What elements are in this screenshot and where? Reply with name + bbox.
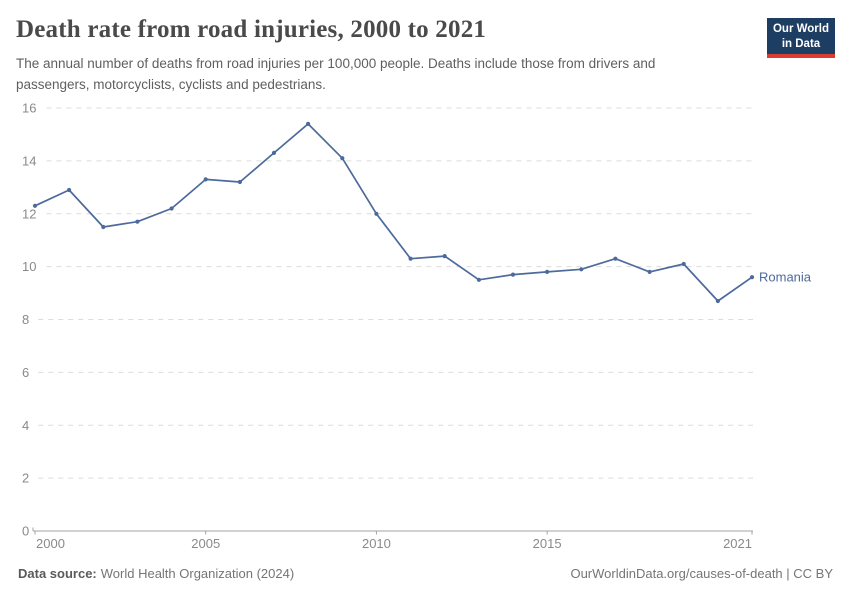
header-text: Death rate from road injuries, 2000 to 2… [16, 15, 767, 96]
data-point [169, 206, 174, 211]
data-point [647, 269, 652, 274]
data-point [271, 150, 277, 155]
x-axis-tick-label: 2005 [191, 536, 220, 551]
y-axis-tick-label: 16 [22, 101, 36, 116]
data-point [681, 261, 686, 267]
data-point [545, 269, 550, 274]
footer: Data source: World Health Organization (2… [18, 566, 833, 581]
data-source-label: Data source: [18, 566, 97, 581]
data-point [579, 267, 584, 272]
chart-area: 0 2 4 6 8 10 12 14 16 2000 2005 2010 2015 2021 Romania [0, 95, 850, 555]
y-axis-tick-label: 14 [22, 153, 36, 168]
owid-logo: Our World in Data [767, 18, 835, 59]
data-point [340, 156, 345, 161]
data-point [613, 256, 618, 261]
y-axis-tick-label: 10 [22, 259, 36, 274]
data-point [135, 219, 140, 224]
attribution: OurWorldinData.org/causes-of-death | CC … [570, 566, 833, 581]
data-source-value: World Health Organization (2024) [100, 566, 295, 581]
y-axis-tick-label: 2 [22, 471, 29, 486]
data-point [715, 298, 721, 304]
data-point [374, 211, 379, 216]
series-label-romania: Romania [759, 270, 812, 285]
data-point [101, 224, 106, 230]
data-point [510, 272, 516, 277]
data-point [67, 187, 72, 193]
x-axis-tick-label: 2015 [533, 536, 562, 551]
page-title: Death rate from road injuries, 2000 to 2… [16, 16, 487, 43]
header: Death rate from road injuries, 2000 to 2… [16, 15, 835, 96]
owid-logo-line1: Our World [772, 23, 829, 35]
y-axis-tick-label: 6 [22, 365, 29, 380]
data-source: Data source: World Health Organization (2… [18, 566, 294, 581]
data-point [203, 177, 208, 182]
owid-logo-line2: in Data [781, 37, 821, 50]
x-axis-tick-label: 2000 [36, 536, 65, 551]
y-axis-tick-label: 4 [22, 418, 29, 433]
series-line-romania [34, 123, 753, 302]
data-point [237, 179, 242, 185]
x-axis-tick-label: 2021 [723, 536, 752, 551]
chart-subtitle: The annual number of deaths from road in… [16, 56, 656, 92]
data-point [32, 203, 38, 208]
data-point [408, 256, 413, 261]
data-point [749, 275, 755, 280]
x-axis-tick-label: 2010 [362, 536, 391, 551]
data-point [306, 121, 311, 126]
y-axis-tick-label: 12 [22, 206, 36, 221]
data-point [442, 254, 447, 259]
data-point [476, 277, 481, 282]
line-chart: 0 2 4 6 8 10 12 14 16 2000 2005 2010 2015 2021 Romania [22, 101, 812, 552]
y-axis-tick-label: 0 [22, 524, 29, 539]
y-axis-tick-label: 8 [22, 312, 29, 327]
